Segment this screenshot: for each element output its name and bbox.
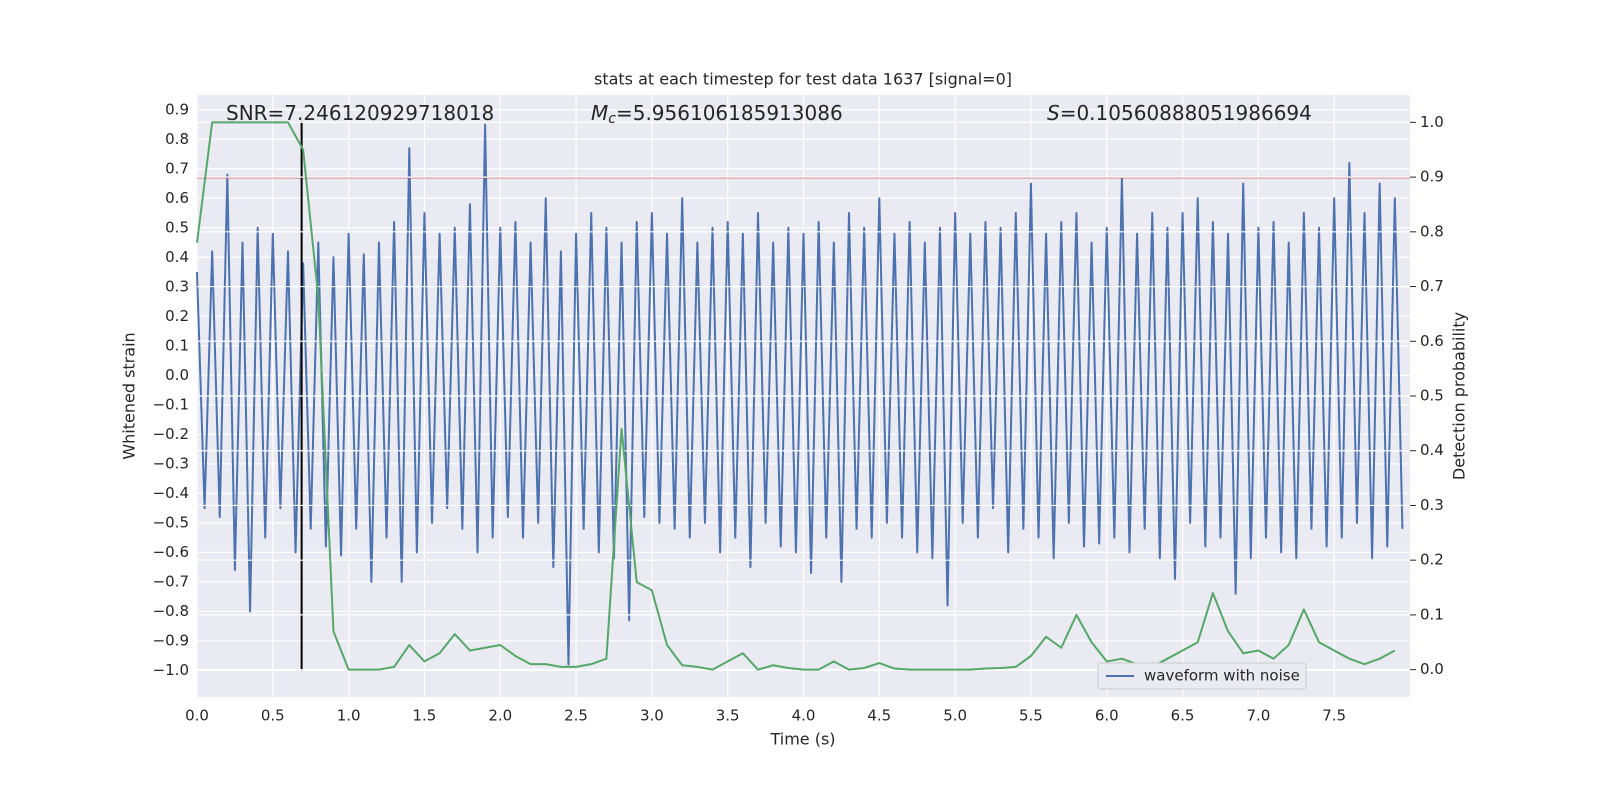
y-tick-label: 0.0 <box>165 366 189 384</box>
y-tick-label: −0.5 <box>153 513 189 531</box>
y-axis-label: Whitened strain <box>120 332 139 459</box>
legend-box <box>1097 662 1307 690</box>
annotation-text: SNR=7.246120929718018 <box>226 101 494 125</box>
legend-label: waveform with noise <box>1144 667 1300 685</box>
x-tick-label: 6.5 <box>1171 707 1195 725</box>
y-tick-label: −1.0 <box>153 661 189 679</box>
annotation: SNR=7.246120929718018 <box>226 101 494 125</box>
annotation-subscript: c <box>608 111 616 127</box>
y-tick-label: 0.9 <box>165 100 189 118</box>
x-tick-label: 4.0 <box>792 707 816 725</box>
y2-tick-label: 0.7 <box>1420 277 1444 295</box>
y-tick-label: 0.5 <box>165 218 189 236</box>
x-tick-label: 6.0 <box>1095 707 1119 725</box>
y-tick-label: −0.2 <box>153 425 189 443</box>
annotation-symbol: S <box>1047 101 1060 125</box>
y-tick-label: 0.7 <box>165 159 189 177</box>
y2-tick-label: 0.8 <box>1420 222 1444 240</box>
y2-tick-label: 0.0 <box>1420 660 1444 678</box>
chart-title: stats at each timestep for test data 163… <box>594 70 1012 89</box>
x-tick-label: 1.0 <box>337 707 361 725</box>
y-tick-label: 0.2 <box>165 307 189 325</box>
x-tick-label: 0.0 <box>185 707 209 725</box>
x-tick-label: 3.0 <box>640 707 664 725</box>
series-line <box>196 123 1404 666</box>
y-tick-label: 0.1 <box>165 336 189 354</box>
x-tick-label: 4.5 <box>867 707 891 725</box>
y2-tick-label: 0.9 <box>1420 168 1444 186</box>
annotation-symbol: M <box>591 101 608 125</box>
x-tick-label: 5.0 <box>943 707 967 725</box>
y-tick-label: −0.4 <box>153 484 189 502</box>
y-tick-label: 0.3 <box>165 277 189 295</box>
annotation: Mc=5.956106185913086 <box>591 101 843 128</box>
y-tick-label: −0.8 <box>153 602 189 620</box>
y-tick-label: −0.7 <box>153 572 189 590</box>
y2-tick-label: 0.2 <box>1420 551 1444 569</box>
y-tick-label: 0.8 <box>165 130 189 148</box>
x-tick-label: 3.5 <box>716 707 740 725</box>
annotation-text: =5.956106185913086 <box>616 101 843 125</box>
x-tick-label: 5.5 <box>1019 707 1043 725</box>
y-tick-label: −0.9 <box>153 631 189 649</box>
y-tick-label: −0.3 <box>153 454 189 472</box>
x-tick-label: 2.5 <box>564 707 588 725</box>
y-tick-label: 0.6 <box>165 189 189 207</box>
y2-tick-label: 0.1 <box>1420 605 1444 623</box>
y2-tick-label: 0.3 <box>1420 496 1444 514</box>
series-line <box>196 121 1396 671</box>
y-tick-label: −0.6 <box>153 543 189 561</box>
x-tick-label: 7.0 <box>1246 707 1270 725</box>
annotation: S=0.10560888051986694 <box>1047 101 1312 125</box>
y2-tick-label: 0.6 <box>1420 332 1444 350</box>
y2-tick-label: 0.4 <box>1420 441 1444 459</box>
x-axis-label: Time (s) <box>769 730 835 749</box>
x-tick-label: 0.5 <box>261 707 285 725</box>
y2-axis-label: Detection probability <box>1450 312 1469 480</box>
annotation-text: =0.10560888051986694 <box>1060 101 1312 125</box>
y2-tick-label: 0.5 <box>1420 387 1444 405</box>
x-tick-label: 1.5 <box>413 707 437 725</box>
y-tick-label: −0.1 <box>153 395 189 413</box>
x-tick-label: 7.5 <box>1322 707 1346 725</box>
x-tick-label: 2.0 <box>488 707 512 725</box>
y2-tick-label: 1.0 <box>1420 113 1444 131</box>
y-tick-label: 0.4 <box>165 248 189 266</box>
